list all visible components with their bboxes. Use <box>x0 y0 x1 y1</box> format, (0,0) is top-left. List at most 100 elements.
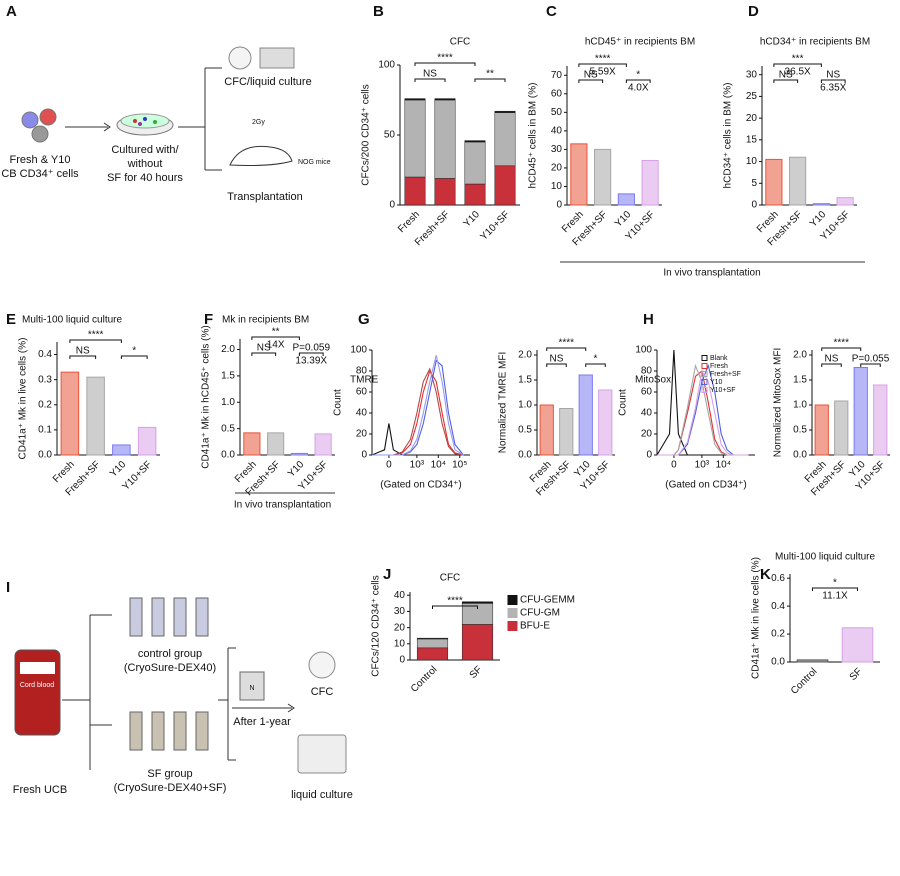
bar <box>539 404 554 456</box>
bar-segment <box>404 99 426 178</box>
significance-bracket <box>251 352 277 356</box>
panel-label: C <box>546 3 557 20</box>
y-tick-label: 10 <box>551 181 563 192</box>
y-tick-label: 0.2 <box>771 629 785 640</box>
plate-icon <box>297 734 347 774</box>
significance-label: * <box>594 354 598 365</box>
y-tick-label: 0.0 <box>38 450 52 461</box>
y-tick-label: 0.5 <box>793 425 807 436</box>
bag-label <box>20 662 55 674</box>
chart-title: hCD34⁺ in recipients BM <box>760 37 870 48</box>
chart-title: MitoSox <box>635 375 671 386</box>
panel-label: A <box>6 3 17 20</box>
x-tick-label: 10⁵ <box>452 460 467 471</box>
significance-bracket <box>120 355 148 359</box>
x-tick-label: SF <box>848 666 865 683</box>
diagram-text: liquid culture <box>291 789 353 801</box>
histogram-curve <box>371 423 464 456</box>
legend-label: CFU-GEMM <box>520 595 575 606</box>
x-tick-label: 0 <box>671 460 677 471</box>
y-axis-label: Normalized MitoSox MFI <box>773 348 784 457</box>
y-axis-label: CFCs/120 CD34⁺ cells <box>371 575 382 676</box>
bar <box>570 143 588 206</box>
fold-change: 13.39X <box>295 356 327 367</box>
diagram-text: SF group <box>147 768 192 780</box>
bar <box>853 367 868 456</box>
y-tick-label: 0.1 <box>38 425 52 436</box>
y-tick-label: 0.5 <box>221 423 235 434</box>
y-axis-label: CD41a⁺ Mk in live cells (%) <box>751 557 762 679</box>
diagram-i: Cord blood Fresh UCB control group (Cryo… <box>13 597 353 801</box>
y-tick-label: 0 <box>751 200 757 211</box>
bar <box>834 400 849 456</box>
fold-change: 4.0X <box>628 83 649 94</box>
panel-label: I <box>6 579 10 596</box>
y-tick-label: 20 <box>394 622 406 633</box>
y-tick-label: 1.5 <box>793 375 807 386</box>
diagram-a: Fresh & Y10 CB CD34⁺ cells Cultured with… <box>1 46 331 203</box>
bar-segment <box>464 183 486 206</box>
y-axis-label: Normalized TMRE MFI <box>498 352 509 454</box>
significance-bracket <box>821 363 842 367</box>
y-tick-label: 2.0 <box>518 350 532 361</box>
significance-label: P=0.059 <box>292 343 330 354</box>
significance-bracket <box>432 605 478 609</box>
y-tick-label: 0 <box>646 450 652 461</box>
significance-bracket <box>414 78 446 82</box>
cell-icon <box>21 111 39 129</box>
diagram-text: (CryoSure-DEX40+SF) <box>114 782 227 794</box>
significance-bracket <box>821 347 862 351</box>
significance-label: NS <box>779 70 793 81</box>
y-axis-label: Count <box>618 389 629 416</box>
bar <box>796 659 829 663</box>
bar <box>641 160 659 206</box>
legend-label: Fresh+SF <box>710 371 741 378</box>
chart-title: hCD45⁺ in recipients BM <box>585 37 695 48</box>
significance-label: *** <box>792 54 804 65</box>
y-tick-label: 0.0 <box>771 657 785 668</box>
legend-swatch <box>701 379 708 385</box>
diagram-text: N <box>249 685 254 692</box>
fold-change: 5.59X <box>590 67 616 78</box>
y-tick-label: 40 <box>356 408 368 419</box>
significance-label: **** <box>88 330 104 341</box>
y-tick-label: 20 <box>746 113 758 124</box>
y-tick-label: 50 <box>384 130 396 141</box>
chart-title: Mk in recipients BM <box>222 315 309 326</box>
bar-segment <box>434 178 456 206</box>
bar-segment <box>494 110 516 113</box>
significance-bracket <box>251 336 300 340</box>
y-tick-label: 0.2 <box>38 399 52 410</box>
significance-label: ** <box>486 69 494 80</box>
legend-swatch <box>701 355 708 361</box>
chart-title: TMRE <box>350 375 379 386</box>
y-tick-label: 0 <box>361 450 367 461</box>
bar <box>617 193 635 206</box>
legend-swatch <box>701 387 708 393</box>
y-tick-label: 0 <box>399 655 405 666</box>
bar <box>594 148 612 206</box>
y-tick-label: 20 <box>551 163 563 174</box>
y-tick-label: 1.0 <box>793 400 807 411</box>
significance-label: * <box>833 578 837 589</box>
x-tick-label: Y10 <box>808 209 829 230</box>
bar <box>812 203 830 206</box>
x-tick-label: Y10 <box>108 459 129 480</box>
significance-bracket <box>69 355 97 359</box>
group-label: In vivo transplantation <box>234 500 331 511</box>
x-tick-label: Y10 <box>462 209 483 230</box>
y-tick-label: 30 <box>746 69 758 80</box>
bar-segment <box>461 601 494 604</box>
chart-title: Multi-100 liquid culture <box>22 315 122 326</box>
bar <box>841 627 874 663</box>
bar <box>836 197 854 206</box>
legend-label: CFU-GM <box>520 608 560 619</box>
diagram-text: Cord blood <box>20 682 54 689</box>
tube-icons <box>129 711 209 751</box>
panel-label: F <box>204 311 213 328</box>
y-axis-label: CD41a⁺ Mk in hCD45⁺ cells (%) <box>201 325 212 468</box>
legend-label: Blank <box>710 355 728 362</box>
histogram-curve <box>656 349 749 456</box>
bar <box>243 432 261 456</box>
